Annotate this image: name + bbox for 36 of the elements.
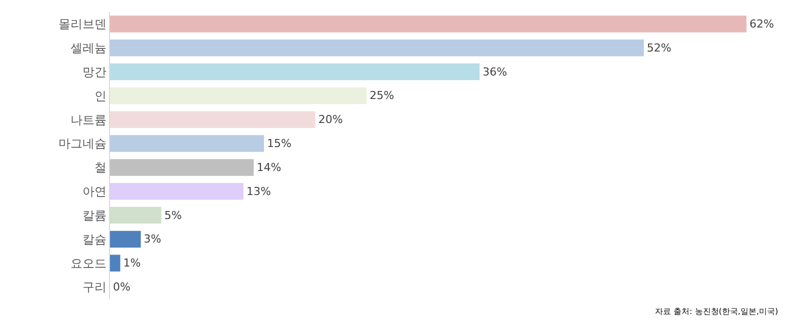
y-tick-label: 요오드 <box>70 256 107 270</box>
bar <box>110 135 264 152</box>
bar <box>110 40 644 56</box>
bar <box>110 206 162 224</box>
data-label: 36% <box>482 65 508 78</box>
y-tick-label: 인 <box>94 88 107 103</box>
data-label: 15% <box>266 137 292 150</box>
bar <box>110 183 244 200</box>
data-label: 13% <box>246 184 271 198</box>
data-label: 0% <box>113 280 130 294</box>
y-tick-label: 칼륨 <box>82 208 107 222</box>
text: 자료 출처: 농진청(한국,일본,미국) <box>655 307 778 316</box>
bar <box>110 159 254 176</box>
y-tick-label: 셀레늄 <box>70 41 107 56</box>
data-label: 5% <box>164 208 182 222</box>
y-tick-label: 마그네슘 <box>58 136 107 151</box>
data-label: 14% <box>256 160 282 174</box>
bar <box>110 254 120 272</box>
bar <box>110 230 141 248</box>
bar <box>110 111 316 128</box>
bar <box>110 63 480 80</box>
y-tick-label: 철 <box>94 160 107 175</box>
data-label: 52% <box>646 41 672 54</box>
data-label: 62% <box>750 17 774 30</box>
data-label: 1% <box>123 256 141 270</box>
bar <box>110 16 746 32</box>
data-label: 3% <box>144 232 162 246</box>
y-tick-label: 아연 <box>82 184 107 199</box>
bar <box>110 87 367 104</box>
y-tick-label: 칼슘 <box>82 232 107 246</box>
data-label: 25% <box>370 89 394 102</box>
y-tick-label: 구리 <box>82 280 107 294</box>
y-tick-label: 나트륨 <box>70 112 107 127</box>
y-tick-label: 망간 <box>82 64 107 79</box>
data-label: 20% <box>318 113 343 126</box>
y-tick-label: 몰리브덴 <box>58 17 107 32</box>
